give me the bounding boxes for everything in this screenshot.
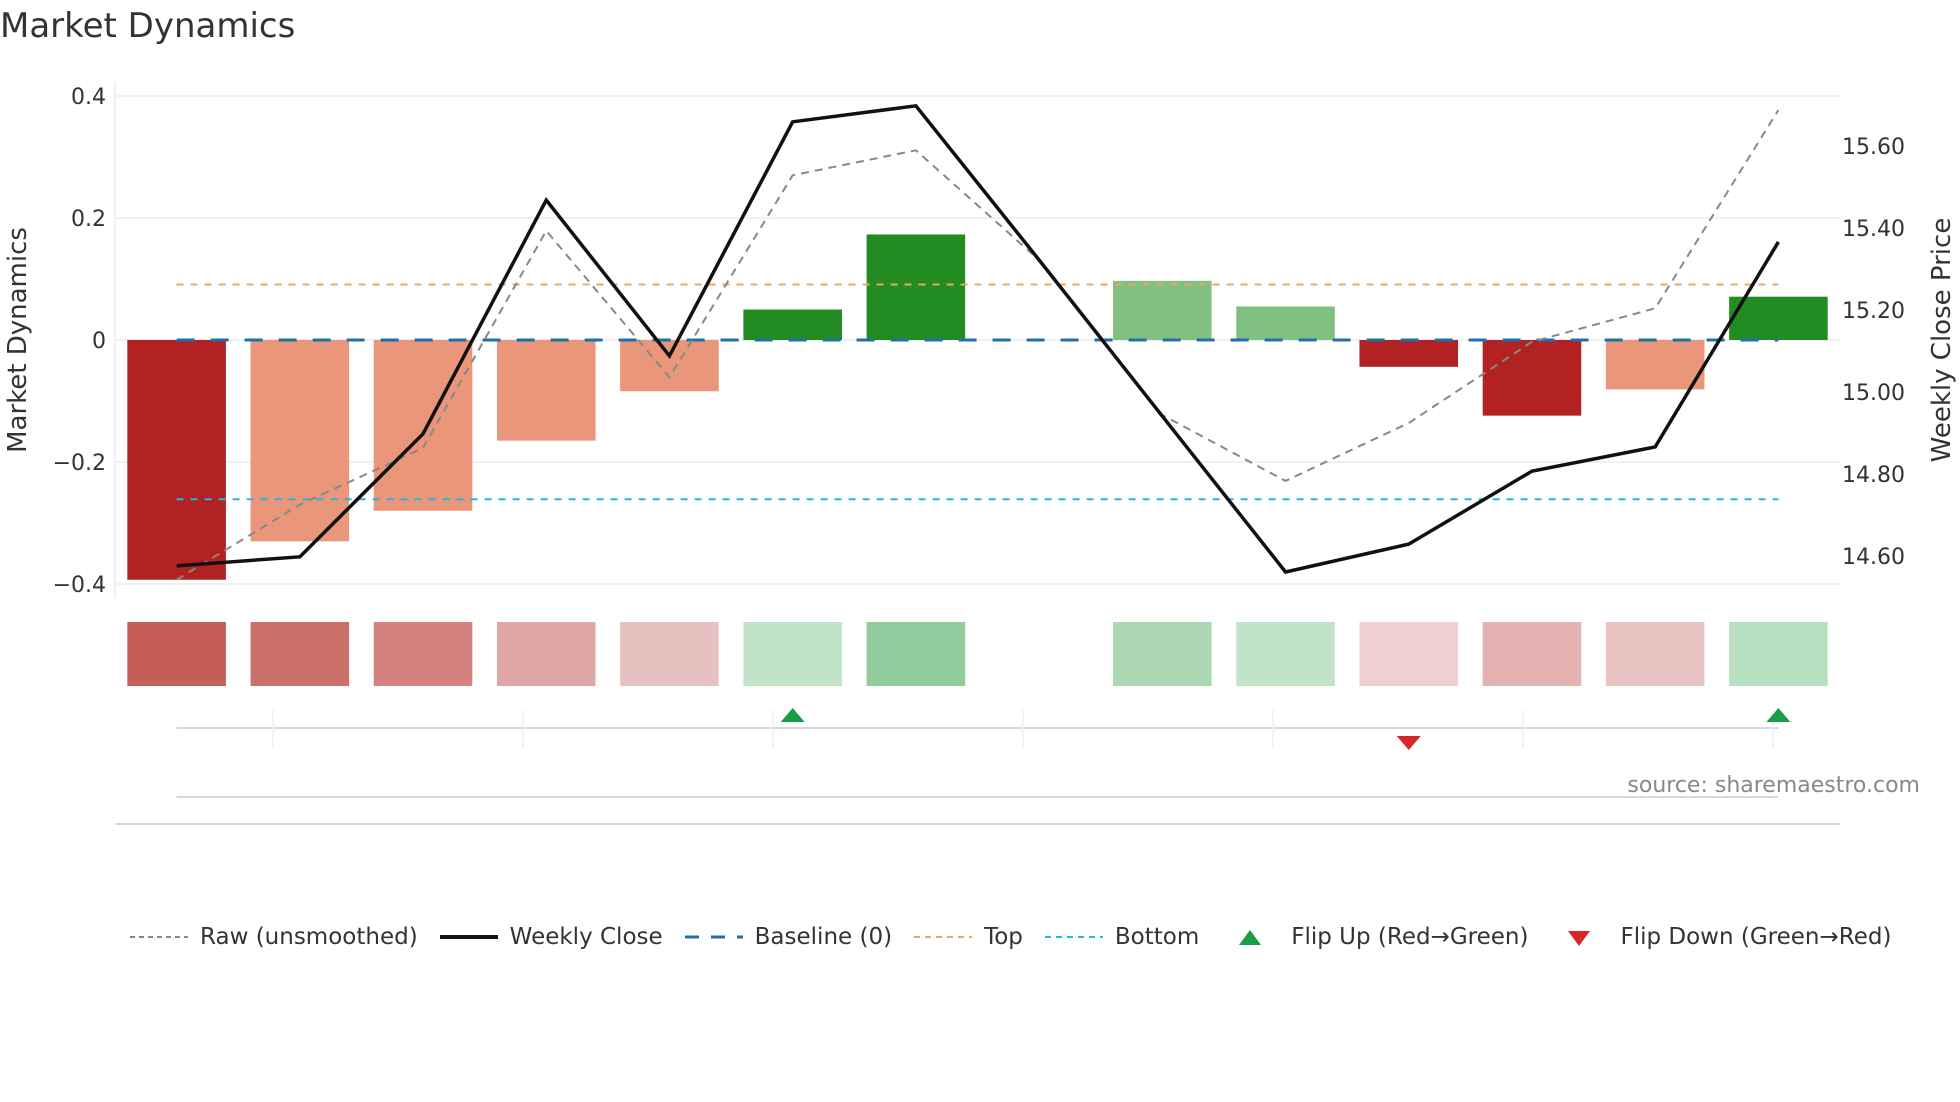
heat-cell [1236,622,1335,686]
legend-item-close[interactable]: Weekly Close [438,924,663,950]
reference-lines [176,283,1779,501]
bar[interactable] [1236,306,1335,340]
bar[interactable] [1482,340,1582,416]
left-tick-label: 0.4 [71,85,106,110]
bar[interactable] [1729,296,1828,340]
source-credit: source: sharemaestro.com [1627,773,1920,798]
right-axis-label: Weekly Close Price [1927,218,1957,463]
raw-line [176,109,1780,581]
flip-markers [115,708,1840,825]
heat-cell [1605,622,1705,686]
flip-up-marker [780,708,805,722]
bar[interactable] [743,309,842,341]
legend-label-flip-up: Flip Up (Red→Green) [1291,924,1529,950]
legend-item-top[interactable]: Top [912,924,1023,950]
flip-up-marker [1766,708,1791,722]
heat-cell [1359,622,1459,686]
legend-item-bottom[interactable]: Bottom [1043,924,1199,950]
legend-label-baseline: Baseline (0) [754,924,893,950]
left-axis-label: Market Dynamics [3,227,33,453]
right-axis: 15.60 15.40 15.20 15.00 14.80 14.60 [1842,135,1905,570]
legend-label-top: Top [984,924,1023,950]
flip-down-marker [1396,736,1421,750]
baseline-dash-icon [683,927,745,947]
bar[interactable] [1605,340,1705,390]
right-tick-label: 14.60 [1842,545,1905,570]
heat-cell [620,622,719,686]
legend-label-raw: Raw (unsmoothed) [200,924,418,950]
right-tick-label: 15.40 [1842,217,1905,242]
heat-cell [127,622,226,686]
raw-line-icon [128,927,190,947]
right-tick-label: 15.00 [1842,381,1905,406]
heat-strip [127,622,1828,686]
left-tick-label: 0 [92,329,106,354]
bar[interactable] [620,340,719,392]
bar[interactable] [496,340,596,441]
left-tick-label: −0.4 [53,573,106,598]
legend: Raw (unsmoothed) Weekly Close Baseline (… [128,924,1911,950]
bar[interactable] [250,340,350,542]
heat-cell [1113,622,1212,686]
bar[interactable] [1359,340,1459,367]
heat-cell [866,622,966,686]
legend-item-flip-down[interactable]: Flip Down (Green→Red) [1548,924,1891,950]
legend-label-flip-down: Flip Down (Green→Red) [1620,924,1892,950]
legend-item-flip-up[interactable]: Flip Up (Red→Green) [1219,924,1528,950]
heat-cell [1729,622,1828,686]
left-tick-label: 0.2 [71,207,106,232]
heat-cell [373,622,473,686]
chart-title: Market Dynamics [0,6,296,46]
legend-item-baseline[interactable]: Baseline (0) [683,924,892,950]
bar-series [127,234,1828,580]
triangle-up-icon [1219,927,1281,947]
triangle-down-icon [1548,927,1610,947]
right-tick-label: 15.60 [1842,135,1905,160]
bar[interactable] [127,340,226,580]
right-tick-label: 15.20 [1842,299,1905,324]
legend-label-bottom: Bottom [1114,924,1200,950]
solid-line-icon [438,927,500,947]
left-tick-label: −0.2 [53,451,106,476]
heat-cell [743,622,842,686]
legend-label-close: Weekly Close [509,924,663,950]
legend-item-raw[interactable]: Raw (unsmoothed) [128,924,418,950]
bar[interactable] [866,234,966,340]
heat-cell [496,622,596,686]
heat-cell [250,622,350,686]
bottom-dotted-icon [1043,927,1105,947]
bar[interactable] [1113,280,1212,340]
right-tick-label: 14.80 [1842,463,1905,488]
left-axis: 0.4 0.2 0 −0.2 −0.4 [53,85,106,598]
line-series [176,103,1780,581]
weekly-close-line [176,103,1780,574]
heat-cell [1482,622,1582,686]
top-dotted-icon [912,927,974,947]
